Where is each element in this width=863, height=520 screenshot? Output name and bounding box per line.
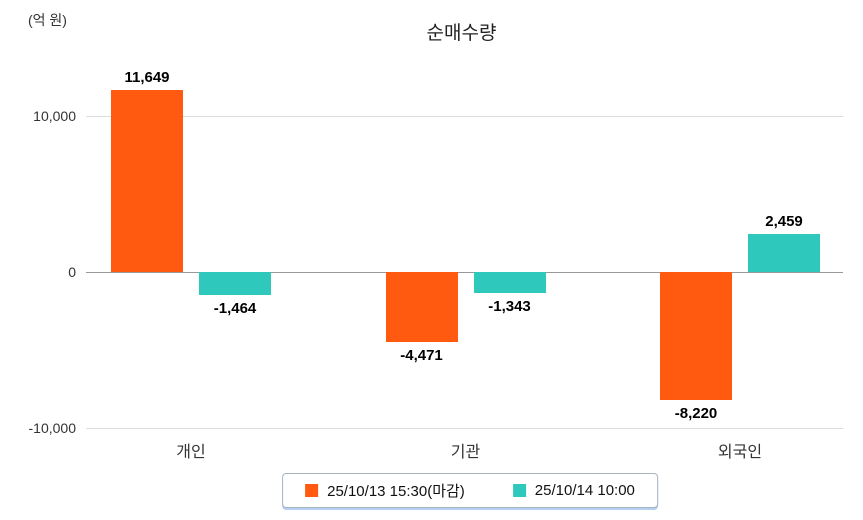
y-tick-label: 0 — [68, 264, 76, 280]
bar-series2-개인 — [199, 272, 271, 295]
value-label: 11,649 — [124, 69, 170, 87]
legend-swatch-series1 — [305, 484, 319, 497]
category-label: 외국인 — [717, 444, 763, 461]
legend-item-series2: 25/10/14 10:00 — [512, 482, 635, 499]
legend: 25/10/13 15:30(마감) 25/10/14 10:00 — [282, 473, 658, 508]
bar-series2-기관 — [473, 272, 546, 293]
y-axis-unit-label: (억 원) — [28, 12, 67, 28]
category-label: 기관 — [450, 444, 481, 461]
value-label: -4,471 — [400, 346, 443, 364]
gridline — [86, 428, 843, 429]
bar-series1-외국인 — [660, 272, 732, 401]
bar-series1-기관 — [385, 272, 458, 342]
y-tick-label: 10,000 — [33, 108, 76, 124]
y-tick-label: -10,000 — [28, 420, 76, 436]
value-label: -8,220 — [674, 405, 718, 423]
category-label: 개인 — [176, 444, 206, 461]
legend-swatch-series2 — [512, 484, 526, 497]
value-label: -1,343 — [488, 297, 531, 315]
value-label: -1,464 — [213, 299, 257, 317]
zero-line — [86, 272, 843, 273]
legend-item-series1: 25/10/13 15:30(마감) — [305, 480, 465, 501]
bar-series2-외국인 — [748, 233, 820, 272]
value-label: 2,459 — [765, 212, 803, 230]
legend-label-series2: 25/10/14 10:00 — [534, 482, 635, 499]
legend-label-series1: 25/10/13 15:30(마감) — [327, 483, 465, 500]
chart-title: 순매수량 — [426, 23, 497, 44]
gridline — [86, 116, 843, 117]
bar-series1-개인 — [111, 90, 183, 272]
